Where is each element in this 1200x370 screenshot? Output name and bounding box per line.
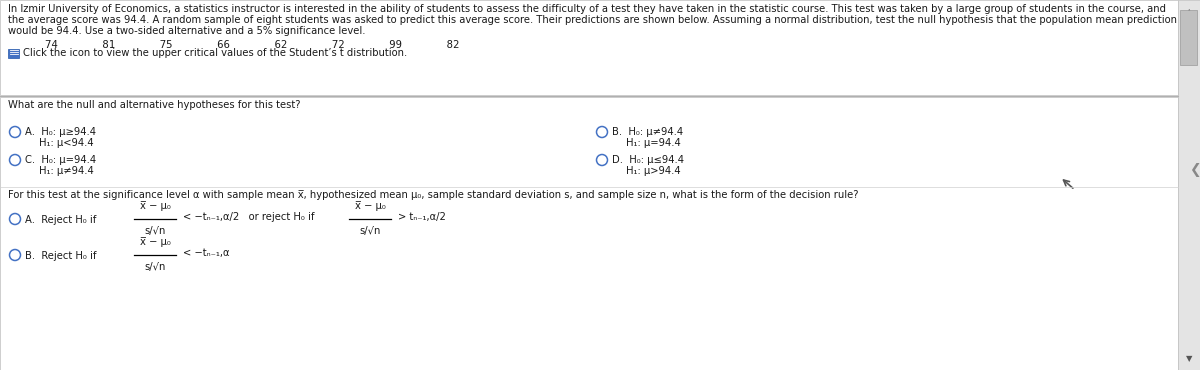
Text: ▼: ▼ — [1186, 354, 1193, 363]
Text: H₁: μ<94.4: H₁: μ<94.4 — [38, 138, 94, 148]
Text: In Izmir University of Economics, a statistics instructor is interested in the a: In Izmir University of Economics, a stat… — [8, 4, 1166, 14]
Text: 74       81       75       66       62       72       99       82: 74 81 75 66 62 72 99 82 — [46, 40, 460, 50]
Text: < −tₙ₋₁,α/2   or reject H₀ if: < −tₙ₋₁,α/2 or reject H₀ if — [182, 212, 314, 222]
Text: H₁: μ≠94.4: H₁: μ≠94.4 — [38, 166, 94, 176]
Text: C.  H₀: μ=94.4: C. H₀: μ=94.4 — [25, 155, 96, 165]
Text: H₁: μ>94.4: H₁: μ>94.4 — [626, 166, 680, 176]
Text: > tₙ₋₁,α/2: > tₙ₋₁,α/2 — [398, 212, 446, 222]
Text: H₁: μ=94.4: H₁: μ=94.4 — [626, 138, 680, 148]
FancyBboxPatch shape — [1180, 10, 1198, 65]
Text: would be 94.4. Use a two-sided alternative and a 5% significance level.: would be 94.4. Use a two-sided alternati… — [8, 26, 366, 36]
FancyBboxPatch shape — [0, 0, 1178, 95]
Text: Click the icon to view the upper critical values of the Student’s t distribution: Click the icon to view the upper critica… — [23, 48, 407, 58]
Text: < −tₙ₋₁,α: < −tₙ₋₁,α — [182, 248, 229, 258]
Text: s/√n: s/√n — [359, 226, 380, 236]
Text: s/√n: s/√n — [144, 226, 166, 236]
Text: the average score was 94.4. A random sample of eight students was asked to predi: the average score was 94.4. A random sam… — [8, 15, 1177, 25]
Text: B.  H₀: μ≠94.4: B. H₀: μ≠94.4 — [612, 127, 683, 137]
Text: D.  H₀: μ≤94.4: D. H₀: μ≤94.4 — [612, 155, 684, 165]
Text: For this test at the significance level α with sample mean x̅, hypothesized mean: For this test at the significance level … — [8, 190, 858, 200]
Text: ❮: ❮ — [1189, 163, 1200, 177]
Text: x̅ − μ₀: x̅ − μ₀ — [139, 237, 170, 247]
Text: What are the null and alternative hypotheses for this test?: What are the null and alternative hypoth… — [8, 100, 300, 110]
Text: A.  Reject H₀ if: A. Reject H₀ if — [25, 215, 96, 225]
Text: A.  H₀: μ≥94.4: A. H₀: μ≥94.4 — [25, 127, 96, 137]
FancyBboxPatch shape — [1178, 0, 1200, 370]
FancyBboxPatch shape — [8, 49, 19, 58]
Text: ▲: ▲ — [1186, 7, 1193, 16]
FancyBboxPatch shape — [0, 97, 1178, 370]
Text: x̅ − μ₀: x̅ − μ₀ — [139, 201, 170, 211]
Text: x̅ − μ₀: x̅ − μ₀ — [354, 201, 385, 211]
Text: s/√n: s/√n — [144, 262, 166, 272]
Text: B.  Reject H₀ if: B. Reject H₀ if — [25, 251, 96, 261]
